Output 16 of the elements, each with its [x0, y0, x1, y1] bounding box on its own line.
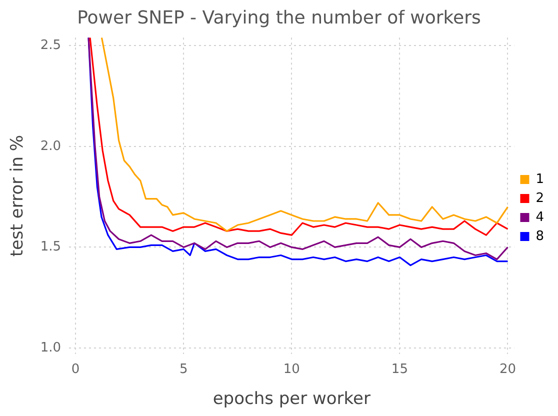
legend-label: 8: [536, 228, 544, 244]
x-tick-label: 15: [391, 362, 408, 378]
x-axis-title: epochs per worker: [212, 389, 370, 410]
chart-title: Power SNEP - Varying the number of workers: [77, 7, 481, 28]
legend-label: 2: [536, 190, 544, 206]
x-tick-label: 5: [179, 362, 188, 378]
x-tick-label: 20: [499, 362, 516, 378]
y-tick-label: 1.5: [40, 240, 62, 255]
x-tick-label: 10: [283, 362, 300, 378]
y-tick-label: 2.5: [40, 38, 62, 54]
x-tick-label: 0: [71, 362, 80, 378]
y-tick-label: 2.0: [40, 138, 62, 154]
y-tick-label: 1.0: [40, 340, 62, 356]
legend-label: 4: [536, 210, 544, 225]
y-axis-title: test error in %: [8, 134, 28, 257]
legend-label: 1: [536, 172, 544, 187]
